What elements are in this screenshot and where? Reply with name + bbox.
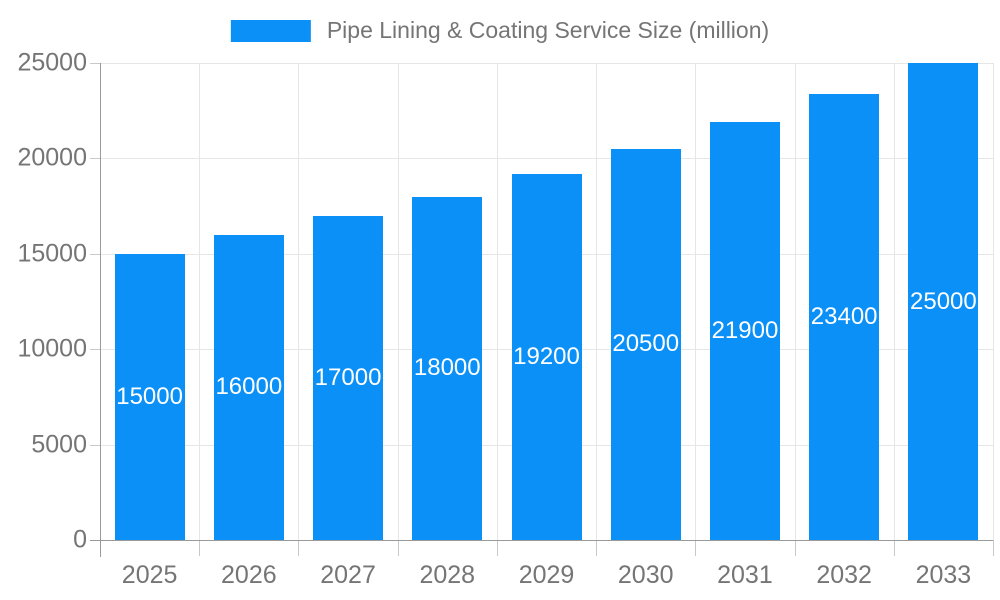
x-tick bbox=[496, 540, 498, 556]
y-axis-label: 15000 bbox=[17, 239, 87, 268]
y-axis-label: 10000 bbox=[17, 334, 87, 363]
bar bbox=[709, 122, 780, 540]
x-axis-label: 2033 bbox=[915, 561, 972, 589]
y-axis-label: 0 bbox=[73, 525, 87, 554]
bar-value-label: 23400 bbox=[810, 302, 878, 330]
y-tick bbox=[90, 63, 100, 64]
legend[interactable]: Pipe Lining & Coating Service Size (mill… bbox=[230, 17, 770, 44]
x-axis-label: 2030 bbox=[617, 561, 674, 589]
y-axis-label: 5000 bbox=[31, 430, 87, 459]
legend-swatch bbox=[230, 19, 311, 42]
y-tick bbox=[90, 349, 100, 351]
bar-value-label: 17000 bbox=[314, 363, 382, 391]
v-gridline bbox=[596, 63, 598, 540]
x-tick bbox=[993, 540, 994, 556]
v-gridline bbox=[199, 63, 201, 540]
v-gridline bbox=[893, 63, 895, 540]
bar bbox=[809, 93, 880, 540]
bar-value-label: 20500 bbox=[612, 330, 680, 358]
y-axis-label: 20000 bbox=[17, 143, 87, 172]
x-axis-line bbox=[90, 540, 993, 541]
x-tick bbox=[397, 540, 399, 556]
y-tick bbox=[90, 444, 100, 446]
x-tick bbox=[794, 540, 796, 556]
h-gridline bbox=[100, 63, 993, 64]
bar bbox=[213, 234, 284, 540]
x-tick bbox=[596, 540, 598, 556]
bar bbox=[313, 215, 384, 540]
bar-value-label: 18000 bbox=[413, 354, 481, 382]
y-axis-label: 25000 bbox=[17, 48, 87, 77]
v-gridline bbox=[298, 63, 300, 540]
y-tick bbox=[90, 253, 100, 255]
x-axis-label: 2027 bbox=[320, 561, 376, 589]
v-gridline bbox=[794, 63, 796, 540]
y-tick bbox=[90, 158, 100, 160]
bar bbox=[908, 63, 979, 540]
bar-value-label: 15000 bbox=[116, 382, 183, 410]
v-gridline bbox=[695, 63, 697, 540]
bar bbox=[610, 148, 681, 540]
x-tick bbox=[199, 540, 201, 556]
bar-value-label: 21900 bbox=[711, 317, 779, 345]
v-gridline bbox=[993, 63, 994, 540]
x-tick bbox=[893, 540, 895, 556]
x-axis-label: 2029 bbox=[518, 561, 575, 589]
bar bbox=[412, 196, 483, 540]
x-tick bbox=[695, 540, 697, 556]
bar-value-label: 16000 bbox=[215, 373, 283, 401]
bar-value-label: 25000 bbox=[910, 287, 977, 315]
x-axis-label: 2032 bbox=[816, 561, 872, 589]
v-gridline bbox=[496, 63, 498, 540]
bar-value-label: 19200 bbox=[513, 342, 580, 370]
x-axis-label: 2026 bbox=[221, 561, 277, 589]
x-axis-label: 2028 bbox=[419, 561, 476, 589]
bar bbox=[114, 253, 185, 540]
legend-label: Pipe Lining & Coating Service Size (mill… bbox=[326, 17, 770, 43]
bar bbox=[511, 173, 582, 540]
y-axis-line bbox=[100, 63, 101, 557]
x-axis-label: 2025 bbox=[121, 561, 178, 589]
v-gridline bbox=[397, 63, 399, 540]
x-axis-label: 2031 bbox=[717, 561, 773, 589]
h-gridline bbox=[100, 158, 993, 160]
x-tick bbox=[298, 540, 300, 556]
